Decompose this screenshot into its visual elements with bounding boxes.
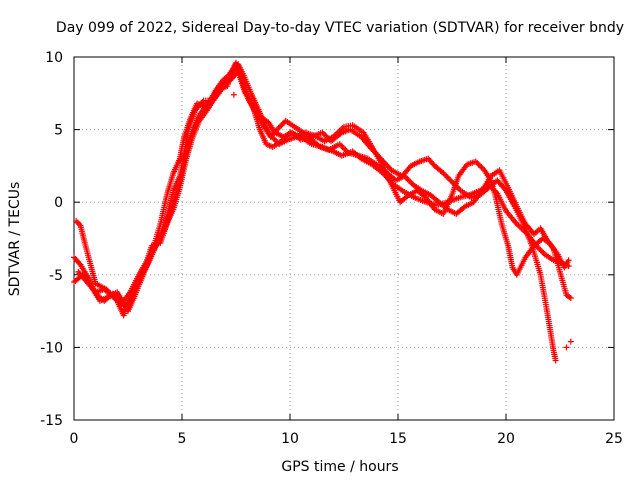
data-point — [567, 295, 574, 302]
data-point — [405, 177, 412, 184]
data-point — [276, 123, 283, 130]
x-tick-label: 10 — [281, 431, 299, 447]
data-point — [444, 174, 451, 181]
data-point — [320, 130, 327, 137]
data-point — [447, 177, 454, 184]
data-points — [71, 59, 574, 364]
y-tick-label: 5 — [54, 123, 63, 139]
data-point — [446, 175, 453, 182]
data-point — [341, 145, 347, 152]
data-point — [552, 357, 559, 364]
data-point — [443, 173, 450, 180]
data-point — [474, 159, 481, 166]
data-point — [230, 91, 237, 98]
axis-ticks: 0 5 10 15 20 25 -15 -10 -5 0 5 10 — [40, 50, 623, 447]
series-track-1 — [73, 59, 572, 319]
series-track-4 — [75, 68, 574, 307]
data-point — [407, 178, 414, 185]
data-point — [478, 164, 485, 171]
data-point — [278, 122, 285, 129]
x-tick-label: 5 — [178, 431, 187, 447]
data-point — [539, 248, 545, 255]
y-axis-label: SDTVAR / TECUs — [7, 182, 23, 297]
x-tick-label: 25 — [605, 431, 623, 447]
series-isolated — [230, 91, 574, 351]
data-point — [536, 245, 543, 252]
data-point — [565, 257, 572, 264]
data-point — [338, 142, 345, 149]
plot-frame — [73, 56, 615, 421]
data-point — [74, 219, 81, 226]
y-tick-label: -15 — [40, 413, 63, 429]
series-track-2 — [71, 62, 559, 364]
x-tick-label: 15 — [389, 431, 407, 447]
x-tick-label: 0 — [70, 431, 79, 447]
data-point — [567, 338, 574, 345]
grid — [74, 57, 614, 420]
data-point — [563, 344, 570, 351]
data-point — [537, 247, 544, 254]
y-tick-label: 10 — [45, 50, 63, 66]
x-axis-label: GPS time / hours — [281, 459, 398, 475]
y-tick-label: -10 — [40, 340, 63, 356]
chart-title: Day 099 of 2022, Sidereal Day-to-day VTE… — [56, 20, 624, 36]
y-tick-label: -5 — [49, 268, 63, 284]
series-track-3 — [71, 61, 572, 310]
y-tick-label: 0 — [54, 195, 63, 211]
x-tick-label: 20 — [497, 431, 515, 447]
data-point — [477, 162, 484, 169]
